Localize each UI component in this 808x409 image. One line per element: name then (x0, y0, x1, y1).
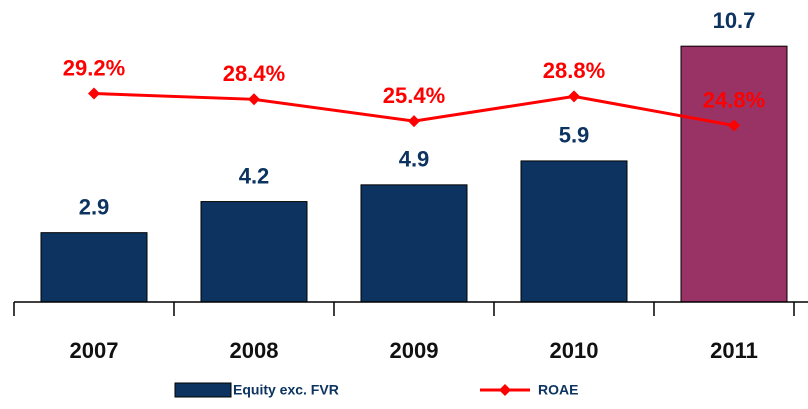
bar (40, 232, 148, 303)
x-tick-label: 2007 (70, 338, 119, 363)
bar-value-label: 4.2 (239, 163, 270, 188)
bar-value-label: 2.9 (79, 194, 110, 219)
bar (520, 160, 628, 303)
x-tick-label: 2009 (390, 338, 439, 363)
line-marker (408, 115, 420, 128)
line-marker (568, 90, 580, 103)
legend-label: Equity exc. FVR (233, 382, 339, 398)
line-value-label: 29.2% (63, 55, 125, 80)
legend-swatch (174, 382, 232, 398)
bar (680, 45, 788, 303)
line-marker (728, 119, 740, 132)
bar (200, 201, 308, 303)
legend-marker (499, 384, 511, 396)
line-value-label: 24.8% (703, 87, 765, 112)
line-marker (248, 93, 260, 106)
bar-value-label: 4.9 (399, 147, 430, 172)
legend-label: ROAE (538, 382, 578, 398)
bar-value-label: 10.7 (713, 8, 756, 33)
bar (360, 184, 468, 303)
line-value-label: 28.8% (543, 58, 605, 83)
x-tick-label: 2010 (550, 338, 599, 363)
x-tick-label: 2008 (230, 338, 279, 363)
line-marker (88, 87, 100, 100)
x-tick-label: 2011 (710, 338, 758, 363)
bar-value-label: 5.9 (559, 123, 590, 148)
line-value-label: 25.4% (383, 83, 445, 108)
line-value-label: 28.4% (223, 61, 285, 86)
